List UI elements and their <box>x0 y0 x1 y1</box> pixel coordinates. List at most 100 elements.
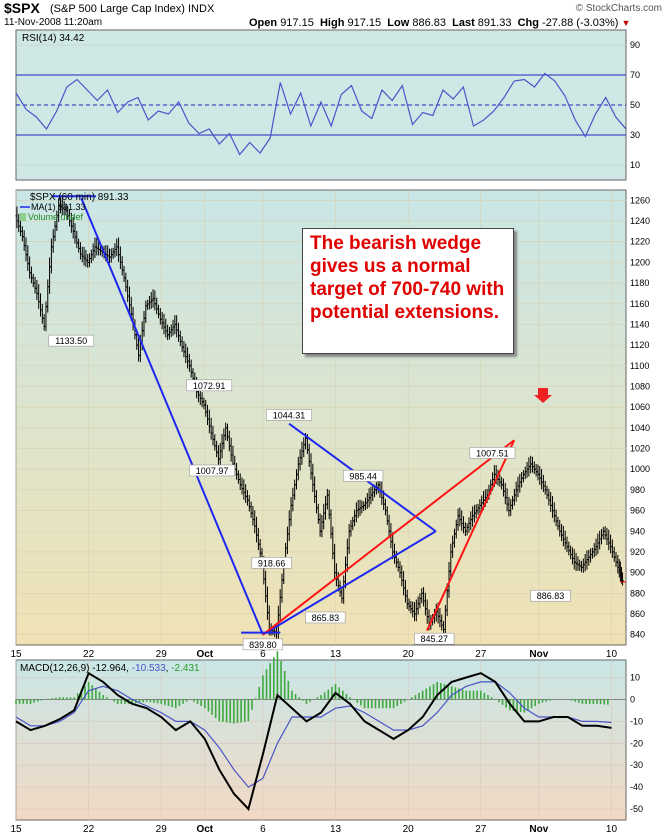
macd-x-ticks: 15 22 29 Oct 6 13 20 27 Nov 10 <box>10 824 617 835</box>
red-wedge-trendline <box>262 439 515 636</box>
price-y-tick-label: 900 <box>630 568 645 578</box>
macd-y-ticks: -50 -40 -30 -20 -10 0 10 <box>630 673 643 815</box>
macd-y-tick-label: -10 <box>630 716 643 726</box>
low-value: 886.83 <box>412 17 446 29</box>
price-y-tick-label: 1260 <box>630 195 650 205</box>
macd-y-tick-label: 0 <box>630 694 635 704</box>
price-grid <box>15 190 626 645</box>
red-wedge-trendline <box>426 439 516 631</box>
price-y-tick-label: 1140 <box>630 319 649 329</box>
price-y-tick-label: 1000 <box>630 464 650 474</box>
price-annotation: 1072.91 <box>186 379 233 392</box>
price-y-tick-label: 840 <box>630 630 645 640</box>
last-value: 891.33 <box>477 17 512 29</box>
price-y-tick-label: 980 <box>630 485 645 495</box>
chg-label: Chg <box>517 17 539 29</box>
price-y-ticks: 840 860 880 900 920 940 960 980 1000 1020 1040 1060… <box>630 195 650 639</box>
svg-text:918.66: 918.66 <box>258 558 286 568</box>
svg-text:1044.31: 1044.31 <box>273 410 306 420</box>
price-x-tick-label: 6 <box>260 649 266 660</box>
macd-histogram <box>15 651 609 724</box>
rsi-y-tick-label: 10 <box>630 160 640 170</box>
blue-trendline <box>262 530 437 636</box>
price-annotation: 1007.51 <box>469 447 516 459</box>
last-label: Last <box>452 17 475 29</box>
price-x-tick-label: 20 <box>403 649 415 660</box>
quote-summary: Open 917.15 High 917.15 Low 886.83 Last … <box>249 17 630 29</box>
price-x-tick-label: Oct <box>196 649 213 660</box>
trendlines <box>52 195 516 636</box>
symbol-title: $SPX <box>4 0 40 16</box>
price-x-tick-label: 10 <box>606 649 618 660</box>
price-bars <box>15 197 625 640</box>
down-arrow-icon: ▼ <box>621 18 631 28</box>
price-legend: $SPX (60 min) 891.33 <box>30 192 129 203</box>
price-annotation: 1044.31 <box>266 409 312 421</box>
price-annotations: 1133.50 1072.91 1007.97 1044.31 918.66 839.80… <box>48 334 626 651</box>
price-x-tick-label: 29 <box>156 649 168 660</box>
macd-y-tick-label: 10 <box>630 673 640 683</box>
price-y-tick-label: 1060 <box>630 402 650 412</box>
macd-x-tick-label: 29 <box>156 824 168 835</box>
price-y-tick-label: 1240 <box>630 216 650 226</box>
macd-x-tick-label: 15 <box>10 824 22 835</box>
price-x-tick-label: 22 <box>83 649 95 660</box>
rsi-y-tick-label: 50 <box>630 100 640 110</box>
svg-text:1007.51: 1007.51 <box>476 448 509 458</box>
svg-text:1133.50: 1133.50 <box>55 336 87 346</box>
macd-legend-label: MACD(12,26,9) <box>20 663 89 674</box>
price-y-tick-label: 1080 <box>630 381 650 391</box>
price-y-tick-label: 1180 <box>630 278 649 288</box>
macd-x-tick-label: Oct <box>196 824 213 835</box>
macd-legend-value: -12.964 <box>92 663 126 674</box>
price-y-tick-label: 860 <box>630 609 645 619</box>
price-y-tick-label: 1020 <box>630 444 650 454</box>
svg-text:985.44: 985.44 <box>349 471 377 481</box>
svg-text:845.27: 845.27 <box>421 634 449 644</box>
open-label: Open <box>249 17 278 29</box>
macd-y-tick-label: -30 <box>630 760 643 770</box>
blue-trendline <box>80 197 264 636</box>
high-value: 917.15 <box>347 17 382 29</box>
stockcharts-brand: © StockCharts.com <box>575 3 662 14</box>
rsi-y-tick-label: 70 <box>630 70 640 80</box>
rsi-reference-lines <box>16 74 626 136</box>
red-sell-arrow-icon <box>534 388 552 403</box>
price-annotation: 985.44 <box>343 469 384 482</box>
price-y-tick-label: 1120 <box>630 340 649 350</box>
macd-x-tick-label: 10 <box>606 824 618 835</box>
price-y-tick-label: 1100 <box>630 361 649 371</box>
rsi-y-tick-label: 90 <box>630 40 640 50</box>
price-annotation: 845.27 <box>414 632 455 645</box>
volume-legend-swatch <box>20 213 26 221</box>
ma-legend: MA(1) 891.33 <box>31 202 86 212</box>
macd-x-tick-label: 22 <box>83 824 95 835</box>
price-y-tick-label: 880 <box>630 588 645 598</box>
price-annotation: 839.80 <box>242 638 284 651</box>
macd-legend: MACD(12,26,9) -12.964, -10.533, -2.431 <box>20 663 200 674</box>
price-x-tick-label: 15 <box>10 649 22 660</box>
volume-legend: Volume undef <box>28 212 84 222</box>
open-value: 917.15 <box>280 17 314 29</box>
price-x-tick-label: 13 <box>330 649 342 660</box>
price-x-tick-label: 27 <box>475 649 487 660</box>
price-annotation: 886.83 <box>530 589 571 602</box>
macd-panel-bg <box>15 659 627 821</box>
rsi-y-ticks: 10 30 50 70 90 <box>630 40 640 170</box>
macd-x-tick-label: 20 <box>403 824 415 835</box>
macd-x-tick-label: 6 <box>260 824 266 835</box>
bearish-wedge-callout: The bearish wedge gives us a normal targ… <box>302 228 514 354</box>
chg-value: -27.88 (-3.03%) <box>542 17 619 29</box>
macd-y-tick-label: -20 <box>630 738 643 748</box>
price-bar <box>621 572 625 586</box>
rsi-series-line <box>15 72 627 156</box>
symbol-description: (S&P 500 Large Cap Index) INDX <box>50 3 215 15</box>
low-label: Low <box>387 17 410 29</box>
price-annotation: 918.66 <box>251 557 292 569</box>
svg-text:1007.97: 1007.97 <box>196 466 229 476</box>
macd-x-tick-label: 13 <box>330 824 342 835</box>
svg-text:1072.91: 1072.91 <box>193 381 226 391</box>
rsi-y-tick-label: 30 <box>630 130 640 140</box>
macd-y-tick-label: -50 <box>630 804 643 814</box>
